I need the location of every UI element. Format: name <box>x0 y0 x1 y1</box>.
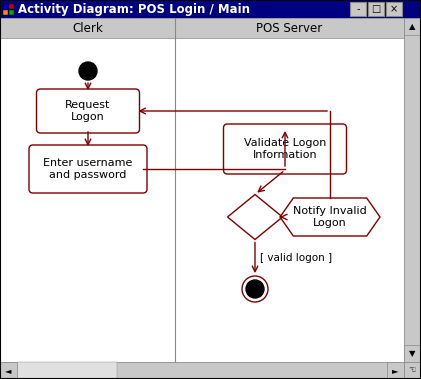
Text: Activity Diagram: POS Login / Main: Activity Diagram: POS Login / Main <box>18 3 250 16</box>
Bar <box>9 4 14 9</box>
Text: -: - <box>356 4 360 14</box>
Text: POS Server: POS Server <box>256 22 322 34</box>
Text: Validate Logon
Information: Validate Logon Information <box>244 138 326 160</box>
FancyBboxPatch shape <box>29 145 147 193</box>
Text: ◄: ◄ <box>5 366 12 375</box>
Bar <box>0 0 421 18</box>
Text: Request
Logon: Request Logon <box>65 100 111 122</box>
Bar <box>350 2 366 16</box>
Polygon shape <box>227 194 282 240</box>
Text: Clerk: Clerk <box>72 22 103 34</box>
Bar <box>404 362 421 379</box>
Bar <box>0 18 404 38</box>
Bar <box>368 2 384 16</box>
Bar <box>17 362 117 379</box>
Bar <box>3 4 8 9</box>
Bar <box>0 38 404 362</box>
Bar <box>0 362 17 379</box>
Bar <box>0 362 404 379</box>
Text: Notify Invalid
Logon: Notify Invalid Logon <box>293 206 367 228</box>
FancyBboxPatch shape <box>224 124 346 174</box>
Text: ►: ► <box>392 366 399 375</box>
Text: □: □ <box>371 4 381 14</box>
Bar <box>9 10 14 15</box>
Text: [ valid logon ]: [ valid logon ] <box>260 253 332 263</box>
Bar <box>3 10 8 15</box>
FancyBboxPatch shape <box>37 89 139 133</box>
Circle shape <box>79 62 97 80</box>
Text: ×: × <box>390 4 398 14</box>
Bar <box>386 2 402 16</box>
Bar <box>404 345 421 362</box>
Polygon shape <box>280 198 380 236</box>
Text: Enter username
and password: Enter username and password <box>43 158 133 180</box>
Text: ☜: ☜ <box>409 366 416 375</box>
Circle shape <box>246 280 264 298</box>
Bar <box>404 18 421 362</box>
Text: ▲: ▲ <box>409 22 416 31</box>
Bar <box>387 362 404 379</box>
Bar <box>404 18 421 35</box>
Circle shape <box>242 276 268 302</box>
Text: ▼: ▼ <box>409 349 416 358</box>
